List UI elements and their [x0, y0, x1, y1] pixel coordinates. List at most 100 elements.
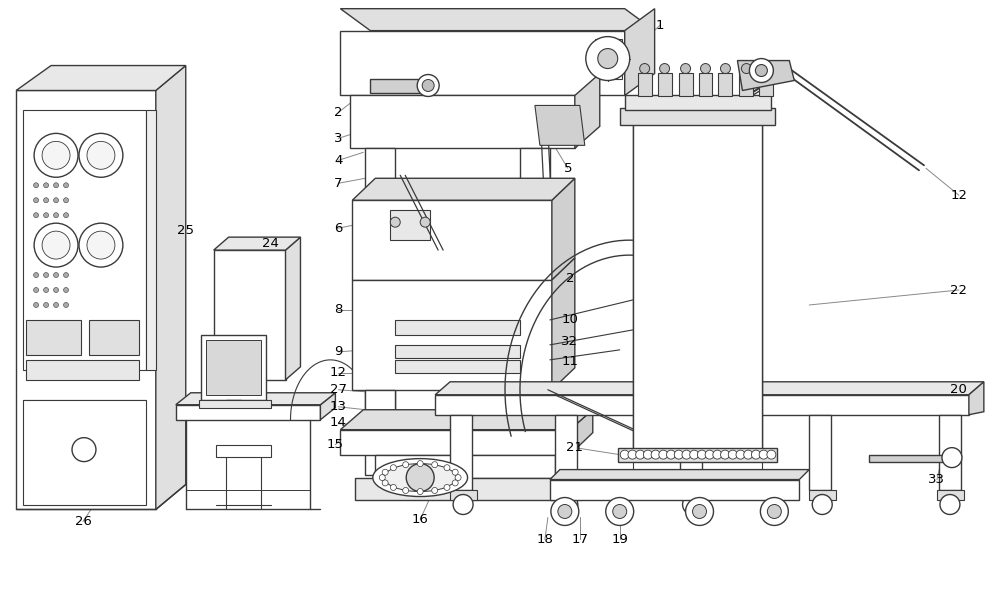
- Polygon shape: [352, 280, 552, 390]
- Ellipse shape: [384, 464, 456, 492]
- Text: 10: 10: [561, 313, 578, 326]
- Circle shape: [42, 141, 70, 169]
- Circle shape: [741, 64, 751, 74]
- Circle shape: [44, 303, 49, 307]
- Text: 22: 22: [950, 283, 967, 296]
- Circle shape: [44, 183, 49, 188]
- Polygon shape: [552, 258, 575, 390]
- Circle shape: [452, 480, 458, 486]
- Polygon shape: [869, 455, 949, 462]
- Circle shape: [54, 273, 59, 277]
- Circle shape: [586, 37, 630, 81]
- Circle shape: [613, 505, 627, 518]
- Polygon shape: [23, 110, 146, 370]
- Circle shape: [674, 450, 683, 459]
- Circle shape: [79, 223, 123, 267]
- Circle shape: [54, 287, 59, 293]
- Circle shape: [54, 303, 59, 307]
- Circle shape: [767, 450, 776, 459]
- Text: 12: 12: [950, 188, 967, 202]
- Polygon shape: [23, 400, 146, 505]
- Polygon shape: [618, 448, 777, 462]
- Polygon shape: [390, 210, 430, 240]
- Circle shape: [382, 480, 388, 486]
- Polygon shape: [809, 489, 836, 499]
- Text: 12: 12: [330, 366, 347, 379]
- Polygon shape: [550, 469, 809, 479]
- Polygon shape: [395, 360, 520, 373]
- Text: 2: 2: [566, 272, 574, 284]
- Circle shape: [54, 198, 59, 203]
- Circle shape: [34, 133, 78, 177]
- Polygon shape: [375, 455, 555, 478]
- Polygon shape: [340, 9, 655, 31]
- Circle shape: [453, 495, 473, 514]
- Polygon shape: [352, 178, 575, 200]
- Circle shape: [455, 475, 461, 481]
- Circle shape: [452, 469, 458, 475]
- Polygon shape: [679, 72, 693, 97]
- Polygon shape: [216, 445, 271, 456]
- Circle shape: [651, 450, 660, 459]
- Circle shape: [422, 80, 434, 91]
- Text: 17: 17: [571, 533, 588, 546]
- Polygon shape: [286, 237, 300, 380]
- Circle shape: [749, 58, 773, 82]
- Circle shape: [751, 450, 760, 459]
- Circle shape: [606, 498, 634, 525]
- Circle shape: [736, 450, 745, 459]
- Polygon shape: [365, 390, 395, 475]
- Bar: [26, 360, 139, 380]
- Circle shape: [759, 450, 768, 459]
- Circle shape: [686, 498, 713, 525]
- Polygon shape: [555, 489, 582, 499]
- Text: 13: 13: [330, 401, 347, 413]
- Polygon shape: [352, 200, 552, 280]
- Circle shape: [660, 64, 670, 74]
- Polygon shape: [146, 110, 156, 370]
- Polygon shape: [739, 72, 753, 97]
- Circle shape: [558, 505, 572, 518]
- Circle shape: [697, 450, 706, 459]
- Polygon shape: [550, 479, 799, 499]
- Polygon shape: [535, 105, 585, 145]
- Circle shape: [417, 75, 439, 97]
- Circle shape: [643, 450, 652, 459]
- Text: 9: 9: [334, 345, 343, 358]
- Polygon shape: [620, 108, 775, 125]
- Circle shape: [760, 498, 788, 525]
- Circle shape: [940, 495, 960, 514]
- Polygon shape: [340, 31, 625, 95]
- Text: 25: 25: [177, 224, 194, 237]
- Circle shape: [390, 465, 396, 471]
- Circle shape: [682, 450, 691, 459]
- Circle shape: [79, 133, 123, 177]
- Circle shape: [942, 448, 962, 468]
- Text: 15: 15: [327, 438, 344, 451]
- Polygon shape: [680, 415, 702, 489]
- Polygon shape: [969, 382, 984, 415]
- Circle shape: [44, 287, 49, 293]
- Text: 2: 2: [334, 106, 343, 119]
- Text: 7: 7: [334, 177, 343, 190]
- Circle shape: [690, 450, 699, 459]
- Polygon shape: [937, 489, 964, 499]
- Circle shape: [728, 450, 737, 459]
- Circle shape: [767, 505, 781, 518]
- Circle shape: [432, 462, 438, 468]
- Circle shape: [683, 495, 703, 514]
- Polygon shape: [214, 237, 300, 250]
- Polygon shape: [352, 258, 575, 280]
- Polygon shape: [450, 415, 472, 489]
- Polygon shape: [355, 478, 575, 499]
- Circle shape: [681, 64, 691, 74]
- Circle shape: [34, 273, 39, 277]
- Circle shape: [721, 450, 730, 459]
- Text: 6: 6: [334, 221, 343, 234]
- Circle shape: [761, 64, 771, 74]
- Circle shape: [403, 488, 409, 494]
- Text: 4: 4: [334, 154, 343, 167]
- Polygon shape: [201, 335, 266, 400]
- Polygon shape: [570, 410, 593, 455]
- Circle shape: [640, 64, 650, 74]
